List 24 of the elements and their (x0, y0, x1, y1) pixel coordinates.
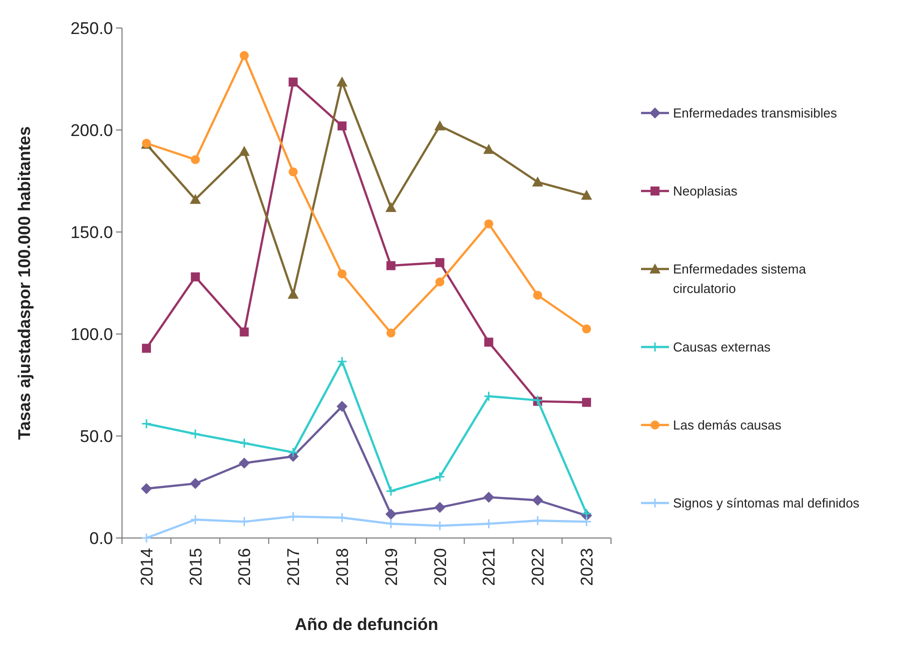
y-tick-label: 0.0 (89, 528, 113, 548)
legend-label: Causas externas (673, 340, 772, 355)
x-tick-label: 2023 (578, 548, 596, 586)
y-tick-label: 50.0 (80, 426, 113, 446)
legend-label: Enfermedades transmisibles (673, 106, 838, 121)
x-tick-label: 2021 (480, 548, 499, 586)
x-tick-label: 2018 (333, 548, 352, 586)
y-tick-label: 200.0 (70, 120, 113, 140)
legend-label: Las demás causas (673, 418, 782, 433)
legend-label: Enfermedades sistema circulatorio (673, 262, 807, 296)
y-tick-label: 100.0 (70, 324, 113, 344)
x-tick-label: 2020 (430, 548, 450, 586)
x-tick-label: 2019 (382, 548, 401, 586)
x-tick-label: 2015 (186, 548, 206, 586)
y-tick-label: 250.0 (70, 18, 113, 38)
y-axis-title: Tasas ajustadaspor 100.000 habitantes (15, 126, 34, 440)
legend-label: Signos y síntomas mal definidos (673, 496, 860, 511)
x-tick-label: 2022 (528, 548, 548, 586)
legend-label: Neoplasias (673, 184, 738, 199)
x-axis-title: Año de defunción (294, 615, 438, 634)
x-tick-label: 2016 (235, 548, 254, 586)
x-tick-label: 2017 (284, 548, 304, 586)
y-tick-label: 150.0 (70, 222, 113, 242)
x-tick-label: 2014 (137, 548, 156, 586)
